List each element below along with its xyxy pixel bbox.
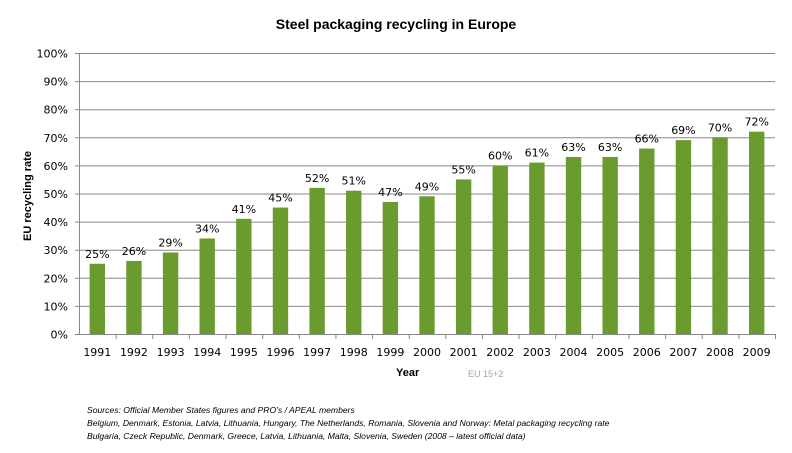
bar-1991 <box>89 263 106 334</box>
source-line: Bulgaria, Czeck Republic, Denmark, Greec… <box>87 431 526 441</box>
x-axis-label: Year <box>396 367 420 379</box>
bar-2003 <box>529 162 545 334</box>
x-tick-label: 2006 <box>633 346 661 359</box>
x-tick-label: 1995 <box>230 346 258 359</box>
y-tick-label: 60% <box>44 160 68 173</box>
source-line: Belgium, Denmark, Estonia, Latvia, Lithu… <box>87 418 610 428</box>
bar-1996 <box>272 207 289 334</box>
region-note: EU 15+2 <box>468 369 504 379</box>
x-tick-label: 1996 <box>266 346 294 359</box>
y-tick-label: 80% <box>44 104 68 117</box>
x-tick-label: 1993 <box>157 346 185 359</box>
data-label: 34% <box>195 222 219 235</box>
data-label: 25% <box>85 248 109 261</box>
bar-2000 <box>419 196 435 334</box>
x-tick-label: 2007 <box>669 346 697 359</box>
data-label: 45% <box>268 192 292 205</box>
bar-2006 <box>639 148 655 334</box>
bar-1997 <box>309 187 325 334</box>
bar-2001 <box>455 179 472 334</box>
sources-note: Sources: Official Member States figures … <box>87 404 609 443</box>
data-label: 70% <box>708 121 732 134</box>
y-tick-label: 0% <box>51 329 68 342</box>
bar-2008 <box>712 137 728 334</box>
y-tick-label: 100% <box>37 48 68 61</box>
bar-1995 <box>236 218 252 334</box>
x-tick-label: 1992 <box>120 346 148 359</box>
data-label: 69% <box>671 124 695 137</box>
y-tick-label: 30% <box>44 244 68 257</box>
x-tick-label: 1997 <box>303 346 331 359</box>
x-tick-label: 2008 <box>706 346 734 359</box>
data-label: 47% <box>378 186 402 199</box>
x-tick-label: 1994 <box>193 346 221 359</box>
bar-2007 <box>675 140 692 334</box>
y-tick-label: 40% <box>44 216 68 229</box>
x-tick-label: 1998 <box>340 346 368 359</box>
bar-1993 <box>162 252 179 334</box>
y-tick-label: 50% <box>44 188 68 201</box>
data-label: 41% <box>232 203 256 216</box>
bar-2009 <box>748 131 765 334</box>
data-label: 52% <box>305 172 329 185</box>
data-label: 55% <box>451 163 475 176</box>
data-label: 26% <box>122 245 146 258</box>
chart-title: Steel packaging recycling in Europe <box>275 16 517 32</box>
y-tick-label: 10% <box>44 300 68 313</box>
bar-2004 <box>565 156 582 334</box>
x-tick-label: 2009 <box>743 346 771 359</box>
bar-1992 <box>126 260 142 334</box>
x-tick-label: 2002 <box>486 346 514 359</box>
x-tick-label: 2001 <box>450 346 478 359</box>
data-label: 60% <box>488 149 512 162</box>
bar-1994 <box>199 238 215 334</box>
bar-2005 <box>602 156 618 334</box>
bar-1999 <box>382 201 399 334</box>
y-tick-label: 20% <box>44 272 68 285</box>
x-tick-label: 1991 <box>83 346 111 359</box>
data-label: 51% <box>342 175 366 188</box>
y-tick-label: 70% <box>44 132 68 145</box>
x-tick-label: 1999 <box>376 346 404 359</box>
data-label: 63% <box>598 141 622 154</box>
data-label: 29% <box>158 237 182 250</box>
source-line: Sources: Official Member States figures … <box>87 405 355 415</box>
data-label: 61% <box>525 147 549 160</box>
bar-1998 <box>346 190 362 334</box>
data-label: 72% <box>744 116 768 129</box>
x-tick-label: 2003 <box>523 346 551 359</box>
x-tick-label: 2004 <box>560 346 588 359</box>
bar-2002 <box>492 165 508 334</box>
data-label: 63% <box>561 141 585 154</box>
y-tick-label: 90% <box>44 76 68 89</box>
x-tick-label: 2000 <box>413 346 441 359</box>
x-tick-label: 2005 <box>596 346 624 359</box>
data-label: 66% <box>635 133 659 146</box>
data-label: 49% <box>415 180 439 193</box>
